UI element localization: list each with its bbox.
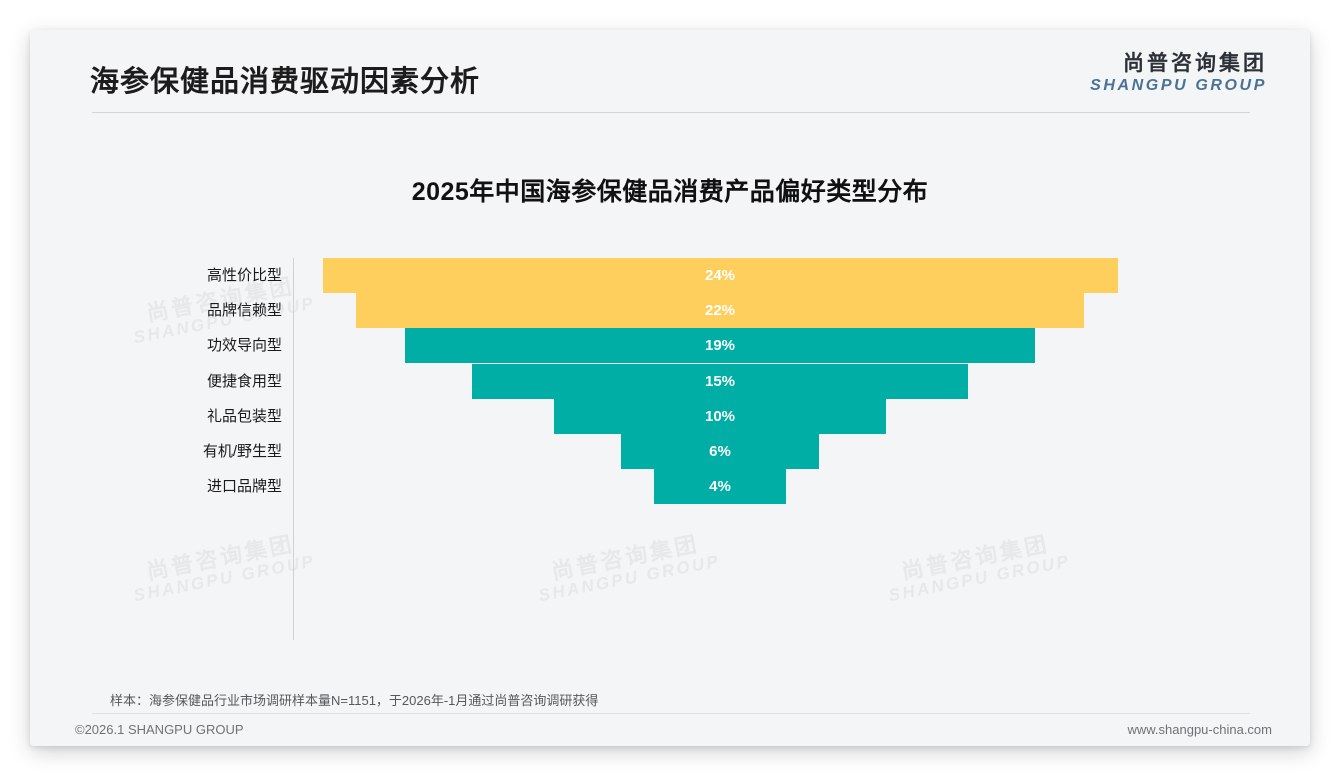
brand-name-cn: 尚普咨询集团: [1123, 52, 1267, 75]
bar-row: 品牌信赖型 22%: [30, 293, 1310, 329]
bars-layer: 高性价比型 24% 品牌信赖型 22% 功效导向型 19% 便捷食用型 15% 礼品包装型 10%…: [30, 246, 1310, 666]
bar-row: 礼品包装型 10%: [30, 398, 1310, 434]
bar-segment[interactable]: 19%: [405, 328, 1035, 364]
category-label: 礼品包装型: [206, 407, 282, 425]
bar-row: 进口品牌型 4%: [30, 469, 1310, 505]
bar-row: 功效导向型 19%: [30, 328, 1310, 364]
category-label: 功效导向型: [206, 337, 282, 355]
chart-plot-area: 尚普咨询集团 SHANGPU GROUP 尚普咨询集团 SHANGPU GROU…: [30, 246, 1310, 666]
slide-header: 海参保健品消费驱动因素分析 尚普咨询集团 SHANGPU GROUP: [30, 30, 1310, 116]
chart-title: 2025年中国海参保健品消费产品偏好类型分布: [411, 178, 929, 206]
bar-row: 有机/野生型 6%: [30, 434, 1310, 469]
bar-row: 高性价比型 24%: [30, 258, 1310, 293]
copyright-text: ©2026.1 SHANGPU GROUP: [75, 722, 244, 737]
bar-row: 便捷食用型 15%: [30, 363, 1310, 399]
bar-segment[interactable]: 4%: [653, 469, 787, 505]
category-label: 便捷食用型: [206, 372, 282, 390]
slide-card: 海参保健品消费驱动因素分析 尚普咨询集团 SHANGPU GROUP 2025年…: [30, 30, 1310, 746]
page-title: 海参保健品消费驱动因素分析: [90, 66, 481, 98]
bar-segment[interactable]: 10%: [554, 398, 886, 434]
brand-logo: 尚普咨询集团 SHANGPU GROUP: [1090, 52, 1267, 95]
bar-segment[interactable]: 22%: [355, 293, 1085, 329]
chart-region: 2025年中国海参保健品消费产品偏好类型分布 尚普咨询集团 SHANGPU GR…: [30, 116, 1310, 676]
footer-divider: [92, 713, 1250, 714]
category-label: 高性价比型: [206, 267, 282, 284]
category-label: 品牌信赖型: [206, 302, 282, 320]
website-link[interactable]: www.shangpu-china.com: [1127, 722, 1272, 737]
bar-segment[interactable]: 24%: [322, 258, 1118, 293]
brand-name-en: SHANGPU GROUP: [1090, 77, 1267, 95]
sample-note: 样本：海参保健品行业市场调研样本量N=1151，于2026年-1月通过尚普咨询调…: [110, 693, 599, 708]
category-axis-line: [293, 258, 294, 640]
category-label: 进口品牌型: [206, 478, 282, 496]
bar-segment[interactable]: 15%: [471, 363, 969, 399]
bar-segment[interactable]: 6%: [620, 434, 820, 469]
header-divider: [92, 112, 1250, 113]
category-label: 有机/野生型: [202, 443, 282, 460]
